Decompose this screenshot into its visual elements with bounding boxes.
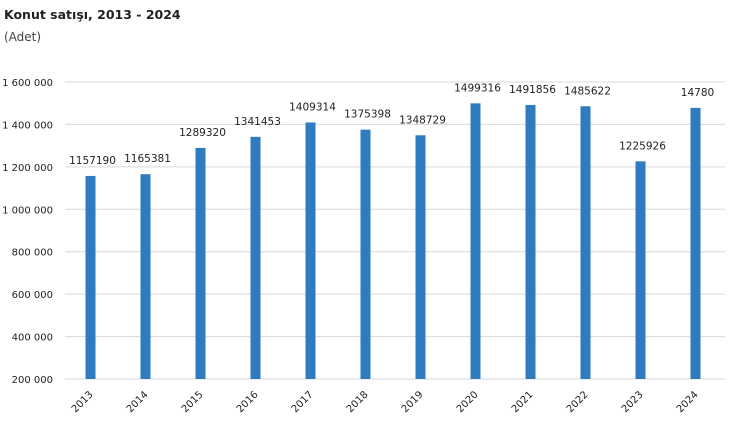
data-label: 1348729	[399, 114, 446, 126]
data-label: 1341453	[234, 116, 281, 128]
chart-subtitle: (Adet)	[4, 30, 41, 44]
y-tick-label: 1 000 000	[2, 205, 53, 216]
x-tick-label: 2019	[400, 389, 426, 415]
y-tick-label: 1 600 000	[2, 78, 53, 89]
data-label: 1491856	[509, 84, 556, 96]
data-label: 1499316	[454, 82, 501, 94]
bar	[250, 136, 261, 379]
chart-title: Konut satışı, 2013 - 2024	[4, 7, 181, 22]
x-tick-label: 2016	[235, 389, 261, 415]
x-tick-label: 2015	[180, 389, 206, 415]
bar	[525, 104, 536, 379]
y-tick-label: 400 000	[12, 333, 53, 344]
y-tick-label: 1 200 000	[2, 163, 53, 174]
y-tick-label: 1 400 000	[2, 120, 53, 131]
x-tick-label: 2023	[620, 389, 646, 415]
x-tick-label: 2022	[565, 389, 591, 415]
x-tick-label: 2014	[125, 389, 151, 415]
data-label: 1485622	[564, 85, 611, 97]
bar	[305, 122, 316, 380]
bar	[360, 129, 371, 379]
y-tick-label: 800 000	[12, 248, 53, 259]
data-label: 1289320	[179, 127, 226, 139]
bar	[470, 103, 481, 380]
bar	[415, 135, 426, 379]
data-label: 1165381	[124, 153, 171, 165]
bar	[140, 174, 151, 379]
x-tick-label: 2020	[455, 389, 481, 415]
x-tick-label: 2018	[345, 389, 371, 415]
data-label: 1225926	[619, 140, 666, 152]
x-tick-label: 2013	[70, 389, 96, 415]
bar	[690, 107, 701, 379]
x-tick-label: 2021	[510, 389, 536, 415]
bar	[85, 175, 96, 379]
data-label: 1409314	[289, 101, 336, 113]
data-label: 1157190	[69, 155, 116, 167]
bar	[195, 147, 206, 379]
bar	[635, 161, 646, 379]
data-label: 1375398	[344, 109, 391, 121]
x-tick-label: 2017	[290, 389, 316, 415]
y-tick-label: 600 000	[12, 290, 53, 301]
data-label: 14780	[681, 87, 714, 99]
y-tick-label: 200 000	[12, 375, 53, 386]
bar	[580, 106, 591, 380]
x-tick-label: 2024	[675, 389, 701, 415]
